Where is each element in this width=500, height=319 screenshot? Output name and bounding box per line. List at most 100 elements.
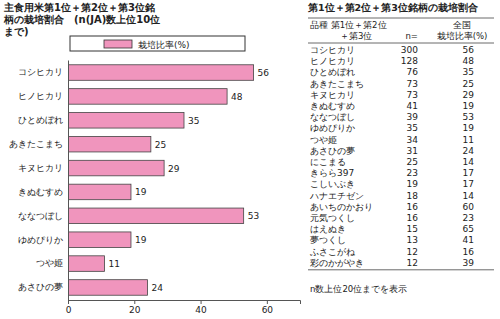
legend-label: 栽培比率(%) xyxy=(138,40,190,50)
y-tick-label: つや姫 xyxy=(36,258,63,268)
table-cell: にこまる xyxy=(310,157,346,167)
x-axis: 0 20 40 60 xyxy=(66,300,301,315)
y-tick: ななつぼし xyxy=(18,211,68,221)
table-cell: 35 xyxy=(463,67,474,77)
table-cell: 14 xyxy=(463,157,475,167)
table-cell: 17 xyxy=(463,168,474,178)
y-tick: キヌヒカリ xyxy=(18,163,68,173)
legend-frame xyxy=(70,36,245,51)
table-cell: はえぬき xyxy=(310,224,346,234)
legend-swatch xyxy=(104,40,132,48)
x-tick: 60 xyxy=(262,300,274,315)
table-cell: 31 xyxy=(407,146,418,156)
table-row: ゆめぴりか 35 19 xyxy=(310,123,474,133)
data-label: 19 xyxy=(135,187,147,197)
table-cell: 23 xyxy=(463,213,474,223)
table-cell: 19 xyxy=(463,101,475,111)
title-line: 主食用米第1位＋第2位＋第3位銘 xyxy=(3,2,155,13)
bar xyxy=(68,160,164,176)
chart-title: 主食用米第1位＋第2位＋第3位銘柄の栽培割合 (n(JA)数上位10位まで) xyxy=(3,2,160,37)
x-tick-mark xyxy=(267,300,268,304)
table-cell: 73 xyxy=(407,79,418,89)
table-cell: 19 xyxy=(463,123,475,133)
table-cell: 14 xyxy=(463,191,475,201)
bars xyxy=(68,65,254,295)
y-tick-label: ゆめぴりか xyxy=(18,235,63,245)
bar xyxy=(68,89,227,105)
table-header: 全国 xyxy=(453,20,471,30)
table-row: ヒノヒカリ12848 xyxy=(310,56,474,66)
data-label: 29 xyxy=(168,164,180,174)
x-axis-line xyxy=(69,301,301,305)
table-cell: 65 xyxy=(463,224,474,234)
table-cell: きぬむすめ xyxy=(310,101,355,111)
data-label: 25 xyxy=(155,140,166,150)
table-cell: 11 xyxy=(463,135,474,145)
table-cell: 25 xyxy=(407,157,418,167)
y-tick: あきたこまち xyxy=(9,139,68,149)
table-cell: 41 xyxy=(463,235,474,245)
y-tick-label: あさひの夢 xyxy=(18,282,63,292)
y-tick-label: ひとめぼれ xyxy=(18,115,63,125)
table-cell: 300 xyxy=(401,45,418,55)
y-tick-label: きぬむすめ xyxy=(18,187,63,197)
table-cell: 41 xyxy=(407,101,418,111)
table-header: 栽培比率(%) xyxy=(437,31,488,41)
x-tick-label: 60 xyxy=(262,305,274,315)
table-cell: 76 xyxy=(407,67,419,77)
table-cell: 17 xyxy=(463,179,474,189)
table-cell: 25 xyxy=(463,79,474,89)
bar xyxy=(68,113,184,129)
table-rule xyxy=(308,43,494,44)
y-tick: コシヒカリ xyxy=(18,67,68,77)
data-label: 19 xyxy=(135,235,147,245)
title-line: まで) xyxy=(4,26,29,37)
table-cell: こしいぶき xyxy=(310,179,355,189)
table-cell: ひとめぼれ xyxy=(310,67,355,77)
table-cell: ななつぼし xyxy=(310,112,355,122)
table-header: n= xyxy=(405,31,418,41)
data-label: 53 xyxy=(248,211,259,221)
bar xyxy=(68,65,254,81)
table-cell: あきたこまち xyxy=(310,79,364,89)
bar xyxy=(68,208,244,224)
data-label: 35 xyxy=(188,116,199,126)
table-cell: つや姫 xyxy=(310,135,337,145)
y-tick-label: キヌヒカリ xyxy=(18,163,63,173)
table-row: こしいぶき1917 xyxy=(310,179,474,189)
legend: 栽培比率(%) xyxy=(70,36,245,51)
table-cell: コシヒカリ xyxy=(310,45,355,55)
table-cell: あいちのかおり xyxy=(310,202,373,212)
data-labels: 56483525291953191124 xyxy=(108,68,269,293)
table-rule xyxy=(308,269,494,270)
x-tick: 0 xyxy=(66,300,72,315)
table: 第1位＋第2位＋第3位銘柄の栽培割合品種 第1位＋第2位＋第3位n=全国栽培比率… xyxy=(307,2,494,294)
table-cell: ヒノヒカリ xyxy=(310,56,355,66)
table-cell: 元気つくし xyxy=(310,213,355,223)
table-cell: 15 xyxy=(407,224,418,234)
table-row: 夢つくし1341 xyxy=(310,235,474,245)
y-tick-label: ヒノヒカリ xyxy=(18,91,63,101)
figure: 主食用米第1位＋第2位＋第3位銘柄の栽培割合 (n(JA)数上位10位まで) 栽培… xyxy=(0,0,500,319)
y-axis: コシヒカリヒノヒカリひとめぼれあきたこまちキヌヒカリきぬむすめななつぼしゆめぴり… xyxy=(9,61,69,301)
x-tick-label: 0 xyxy=(66,305,72,315)
table-footnote: n数上位20位までを表示 xyxy=(310,284,407,294)
bar xyxy=(68,184,131,200)
y-tick: つや姫 xyxy=(36,258,68,268)
table-cell: ゆめぴりか xyxy=(310,123,355,133)
x-tick-label: 40 xyxy=(195,305,207,315)
bar xyxy=(68,280,148,296)
table-cell: ハナエチゼン xyxy=(309,191,364,201)
table-cell: 夢つくし xyxy=(310,235,346,245)
table-cell: 35 xyxy=(407,123,418,133)
table-cell: 16 xyxy=(463,247,475,257)
table-row: はえぬき 15 65 xyxy=(310,224,474,234)
data-label: 24 xyxy=(152,283,164,293)
table-row: 彩のかがやき1239 xyxy=(310,258,474,268)
x-tick-label: 20 xyxy=(129,305,141,315)
x-tick: 20 xyxy=(129,300,141,315)
table-row: あさひの夢3124 xyxy=(310,146,474,156)
data-label: 48 xyxy=(231,92,243,102)
table-row: ひとめぼれ 76 35 xyxy=(310,67,474,77)
y-tick-label: コシヒカリ xyxy=(18,67,63,77)
